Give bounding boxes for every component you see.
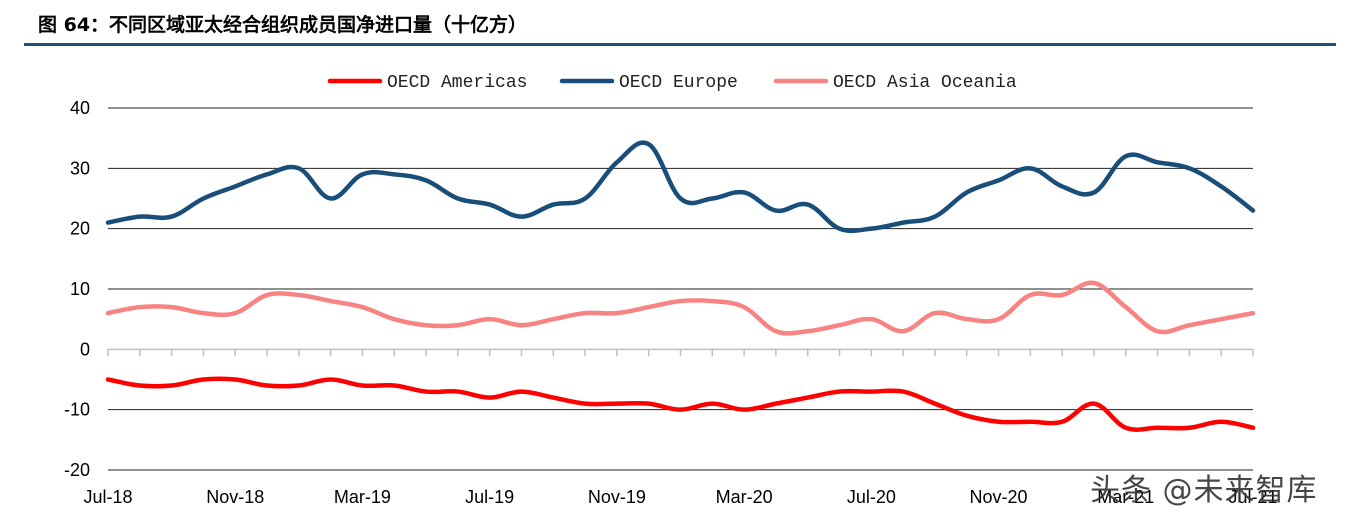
y-tick-label: 20 xyxy=(70,219,90,239)
legend-label-oecd-asia-oceania: OECD Asia Oceania xyxy=(833,73,1017,93)
series-line-oecd-europe xyxy=(105,140,1256,234)
y-tick-label: -10 xyxy=(64,400,90,420)
x-tick-label: Mar-20 xyxy=(716,487,773,507)
figure-title: 图 64：不同区域亚太经合组织成员国净进口量（十亿方） xyxy=(38,14,528,36)
y-tick-label: -20 xyxy=(64,460,90,480)
x-tick-label: Nov-20 xyxy=(970,487,1028,507)
y-tick-labels: 40 30 20 10 0 -10 -20 xyxy=(64,98,90,480)
x-tick-label: Jul-19 xyxy=(465,487,514,507)
title-divider xyxy=(24,43,1336,46)
x-tick-label: Mar-21 xyxy=(1097,487,1154,507)
axes xyxy=(107,348,1254,357)
x-tick-label: Nov-19 xyxy=(588,487,646,507)
x-tick-label: Nov-18 xyxy=(206,487,264,507)
y-tick-label: 10 xyxy=(70,279,90,299)
x-tick-label: Jul-20 xyxy=(847,487,896,507)
legend-label-oecd-americas: OECD Americas xyxy=(387,73,527,93)
series-line-oecd-asia-oceania xyxy=(105,280,1256,336)
watermark: 头条 @未来智库 xyxy=(1090,473,1318,508)
legend-label-oecd-europe: OECD Europe xyxy=(619,73,738,93)
y-tick-label: 40 xyxy=(70,98,90,118)
x-tick-label: Mar-19 xyxy=(334,487,391,507)
y-tick-label: 30 xyxy=(70,158,90,178)
x-tick-label: Jul-18 xyxy=(83,487,132,507)
legend: OECD Americas OECD Europe OECD Asia Oceani… xyxy=(327,73,1017,93)
series-line-oecd-americas xyxy=(105,376,1256,432)
gridlines xyxy=(108,107,1253,471)
y-tick-label: 0 xyxy=(80,339,90,359)
x-tick-labels: Jul-18 Nov-18 Mar-19 Jul-19 Nov-19 Mar-20 Jul-… xyxy=(83,487,1277,507)
x-tick-label: Jul-21 xyxy=(1228,487,1277,507)
series-lines xyxy=(105,140,1256,432)
